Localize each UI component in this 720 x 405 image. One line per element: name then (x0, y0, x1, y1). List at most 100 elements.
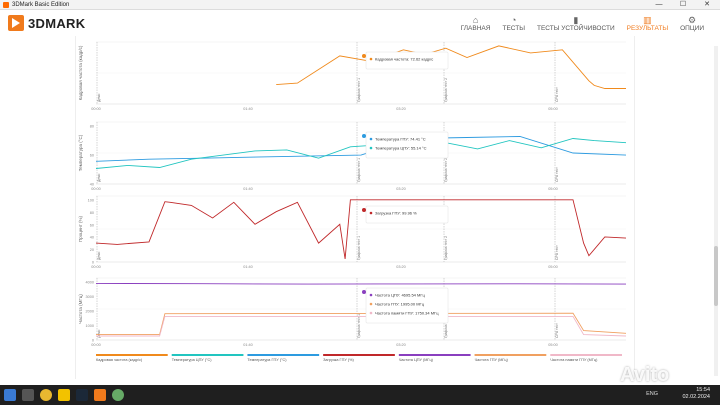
legend-swatch (323, 354, 395, 356)
series-line (95, 199, 627, 259)
close-button[interactable]: ✕ (704, 1, 710, 8)
legend-label: Температура ГПУ (°C) (247, 358, 287, 362)
tooltip-dot (369, 311, 373, 315)
x-tick-label: 01:40 (243, 343, 253, 347)
test-marker-label: Графика тест 1 (357, 78, 361, 102)
test-marker-label: CPU тест (555, 87, 559, 102)
start-icon[interactable] (4, 389, 16, 401)
tooltip-dot (369, 57, 373, 61)
app-taskbar-icon[interactable] (112, 389, 124, 401)
tooltip-text: Частота ГПУ: 1995.00 МГц (375, 302, 425, 307)
y-tick-label: 80 (90, 125, 94, 129)
results-icon: ▥ (643, 14, 652, 25)
nav-stress[interactable]: ▮ ТЕСТЫ УСТОЙЧИВОСТИ (531, 10, 621, 36)
system-clock[interactable]: 15:54 02.02.2024 (682, 387, 710, 401)
logo-mark-icon (8, 15, 24, 31)
series-line (95, 136, 627, 162)
nav-label: ТЕСТЫ УСТОЙЧИВОСТИ (536, 24, 615, 32)
app-header: 3DMARK ⌂ ГЛАВНАЯ ◔ ТЕСТЫ ▮ ТЕСТЫ УСТОЙЧИВОСТИ… (0, 10, 720, 36)
x-tick-label: 05:00 (548, 187, 558, 191)
tooltip-text: Загрузка ГПУ: 99.96 % (375, 211, 417, 216)
chart-ylabel: Процент (%) (78, 215, 83, 242)
x-tick-label: 03:20 (396, 107, 406, 111)
chart-tooltip (365, 287, 449, 324)
chart-ylabel: Кадровая частота (кадр/с) (78, 45, 83, 100)
x-tick-label: 01:40 (243, 187, 253, 191)
y-tick-label: 60 (90, 154, 94, 158)
x-tick-label: 05:00 (548, 343, 558, 347)
nav-label: ТЕСТЫ (502, 24, 525, 32)
legend-label: Частота ГПУ (МГц) (475, 358, 509, 362)
maximize-button[interactable]: ☐ (679, 1, 687, 8)
x-tick-label: 05:00 (548, 265, 558, 269)
x-tick-label: 03:20 (396, 343, 406, 347)
legend-label: Частота памяти ГПУ (МГц) (550, 358, 598, 362)
options-icon: ⚙ (688, 14, 697, 25)
test-marker-label: Демо (97, 329, 101, 338)
minimize-button[interactable]: — (655, 1, 663, 8)
logo-text: 3DMARK (28, 15, 86, 31)
series-line (95, 138, 627, 169)
x-tick-label: 00:00 (91, 187, 101, 191)
nav-results[interactable]: ▥ РЕЗУЛЬТАТЫ (621, 10, 674, 36)
nav-tests[interactable]: ◔ ТЕСТЫ (496, 10, 531, 36)
y-tick-label: 80 (90, 211, 94, 215)
series-line (96, 315, 627, 337)
x-tick-label: 05:00 (548, 107, 558, 111)
y-tick-label: 0 (92, 261, 94, 265)
test-marker-label: Графика тест 2 (444, 78, 448, 102)
nav-home[interactable]: ⌂ ГЛАВНАЯ (455, 10, 497, 36)
test-marker-label: CPU тест (555, 245, 559, 260)
tooltip-dot (369, 302, 373, 306)
legend-swatch (171, 354, 244, 356)
test-marker-label: Графика тест 1 (357, 158, 361, 182)
legend-label: Кадровая частота (кадр/с) (96, 358, 143, 362)
tooltip-dot (369, 293, 373, 297)
hover-point (362, 208, 366, 212)
x-tick-label: 03:20 (396, 187, 406, 191)
x-tick-label: 01:40 (243, 265, 253, 269)
steam-icon[interactable] (76, 389, 88, 401)
y-tick-label: 60 (90, 223, 94, 227)
test-marker-label: Графика тест 1 (357, 314, 361, 338)
legend-swatch (247, 354, 320, 356)
x-tick-label: 03:20 (396, 265, 406, 269)
search-icon[interactable] (22, 389, 34, 401)
nav-label: ОПЦИИ (680, 24, 704, 32)
test-marker-label: CPU тест (555, 323, 559, 338)
results-content: Кадровая частота (кадр/с) 00:00 01:40 03:20… (0, 36, 720, 380)
tooltip-text: Температура ГПУ: 74.41 °C (375, 137, 426, 142)
x-tick-label: 00:00 (91, 107, 101, 111)
clock-time: 15:54 (696, 387, 710, 393)
test-marker-label: Графика тест 2 (444, 314, 448, 338)
main-nav: ⌂ ГЛАВНАЯ ◔ ТЕСТЫ ▮ ТЕСТЫ УСТОЙЧИВОСТИ ▥ РЕЗУЛЬ… (455, 10, 710, 36)
test-marker-label: Демо (97, 251, 101, 260)
clock-date: 02.02.2024 (682, 394, 710, 400)
nav-label: РЕЗУЛЬТАТЫ (626, 24, 669, 32)
scrollbar-thumb[interactable] (714, 246, 718, 306)
legend-swatch (398, 354, 471, 356)
legend-swatch (550, 354, 622, 356)
nav-options[interactable]: ⚙ ОПЦИИ (674, 10, 710, 36)
test-marker-label: Графика тест 2 (444, 158, 448, 182)
test-marker-label: Демо (97, 93, 101, 102)
tooltip-dot (369, 137, 373, 141)
test-marker-label: Демо (97, 173, 101, 182)
monitoring-charts: Кадровая частота (кадр/с) 00:00 01:40 03:20… (78, 41, 627, 362)
legend-swatch (474, 354, 547, 356)
home-icon: ⌂ (472, 14, 479, 25)
app-logo[interactable]: 3DMARK (8, 15, 85, 31)
stress-icon: ▮ (573, 14, 579, 25)
explorer-icon[interactable] (58, 389, 70, 401)
scrollbar[interactable] (714, 46, 718, 376)
y-tick-label: 40 (90, 183, 94, 187)
chart-ylabel: Частота (МГц) (78, 294, 83, 324)
3dmark-taskbar-icon[interactable] (94, 389, 106, 401)
y-tick-label: 4000 (86, 281, 94, 285)
y-tick-label: 20 (90, 248, 94, 252)
language-indicator[interactable]: ENG (646, 391, 658, 397)
hover-point (362, 134, 366, 138)
chrome-icon[interactable] (40, 389, 52, 401)
nav-label: ГЛАВНАЯ (460, 24, 491, 32)
window-titlebar: 3DMark Basic Edition — ☐ ✕ (0, 0, 720, 10)
